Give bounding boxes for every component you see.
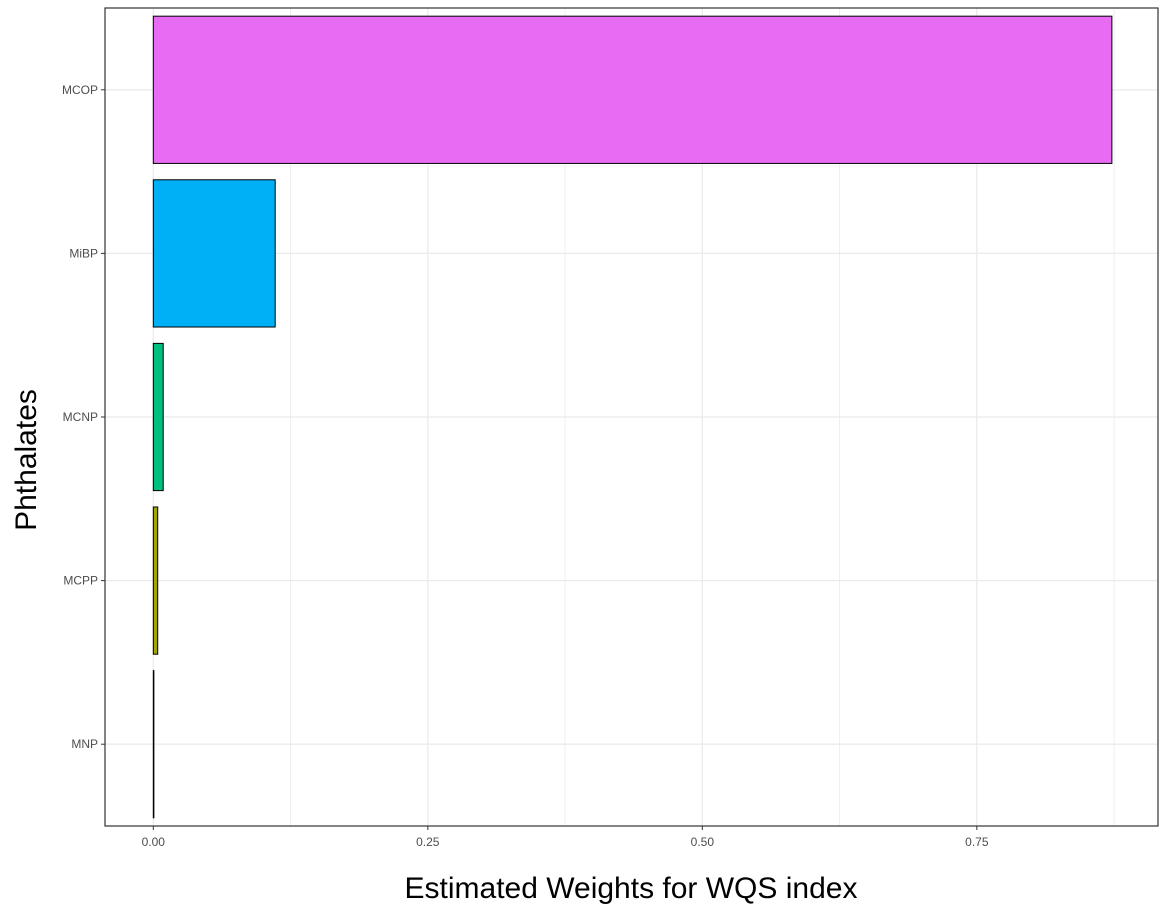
x-tick-label: 0.00 <box>142 835 166 849</box>
y-tick-label: MiBP <box>69 246 98 260</box>
y-axis-ticks: MCOP MiBP MCNP MCPP MNP <box>62 83 105 751</box>
x-axis-title: Estimated Weights for WQS index <box>405 872 858 905</box>
y-tick-label: MCPP <box>63 574 98 588</box>
y-tick-label: MCNP <box>63 410 98 424</box>
bar-mcnp <box>152 342 164 492</box>
bar-mcop <box>152 15 1113 164</box>
x-tick-label: 0.50 <box>691 835 715 849</box>
y-axis-title: Phthalates <box>10 389 43 531</box>
y-tick-label: MNP <box>71 737 98 751</box>
bars <box>152 15 1113 819</box>
y-tick-label: MCOP <box>62 83 98 97</box>
bar-mibp <box>152 179 276 328</box>
x-axis-ticks: 0.00 0.25 0.50 0.75 <box>142 826 989 849</box>
bar-mnp <box>152 670 155 819</box>
bar-mcpp <box>152 506 159 655</box>
x-tick-label: 0.75 <box>965 835 989 849</box>
x-tick-label: 0.25 <box>416 835 440 849</box>
